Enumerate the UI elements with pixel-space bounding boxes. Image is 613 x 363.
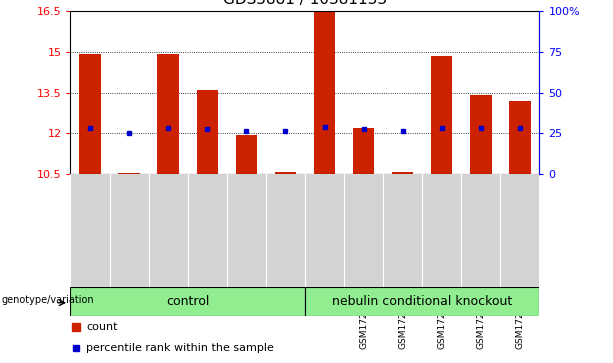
Text: percentile rank within the sample: percentile rank within the sample (86, 343, 274, 354)
Text: count: count (86, 322, 118, 332)
Bar (70, 287, 305, 316)
Bar (431, 56, 452, 174)
Bar (509, 101, 531, 174)
Bar (392, 172, 413, 174)
Bar (275, 172, 296, 174)
Bar (197, 90, 218, 174)
Bar (305, 287, 539, 316)
Bar (235, 135, 257, 174)
Bar (118, 173, 140, 174)
Text: genotype/variation: genotype/variation (1, 295, 94, 305)
Bar (158, 54, 179, 174)
Title: GDS5881 / 10381133: GDS5881 / 10381133 (223, 0, 387, 7)
Text: nebulin conditional knockout: nebulin conditional knockout (332, 295, 512, 308)
Bar (79, 54, 101, 174)
Bar (353, 128, 375, 174)
Bar (314, 11, 335, 174)
Bar (470, 95, 492, 174)
Text: control: control (166, 295, 210, 308)
